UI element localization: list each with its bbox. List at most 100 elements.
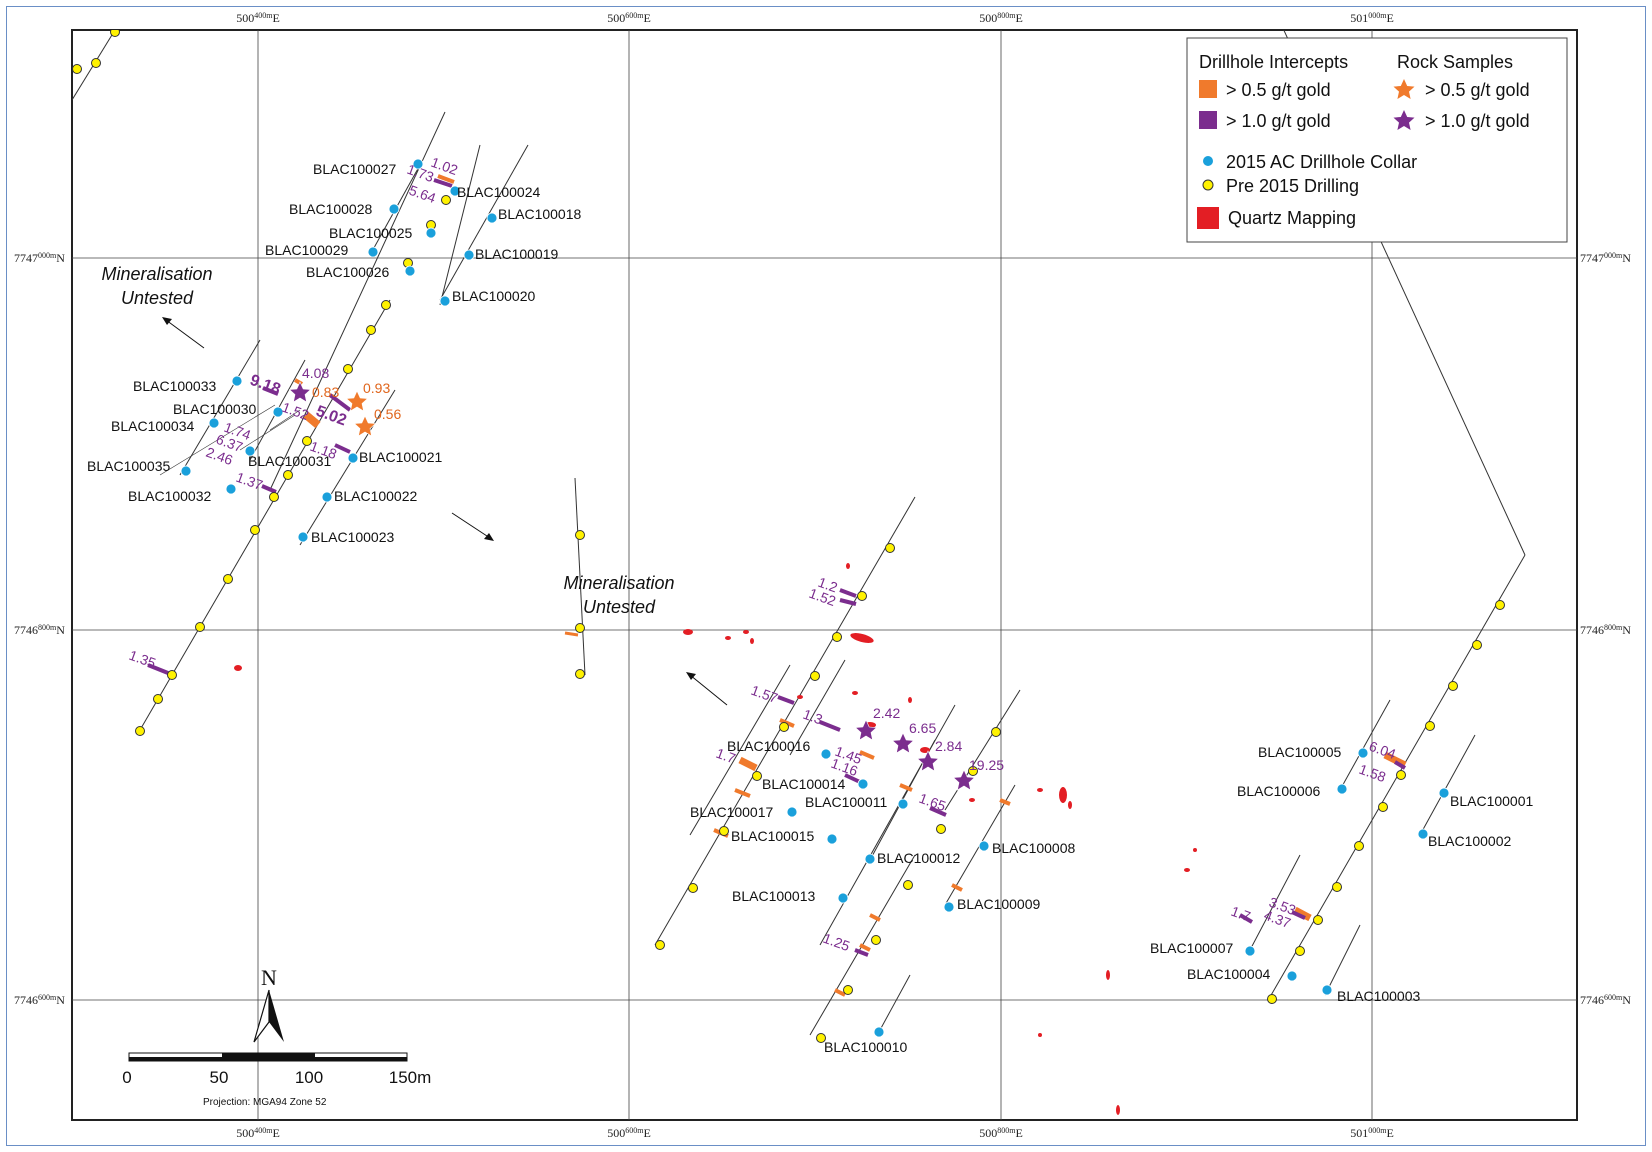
rock-star-orange xyxy=(345,390,369,412)
hole-label[interactable]: BLAC100016 xyxy=(727,738,811,754)
hole-label[interactable]: BLAC100008 xyxy=(992,840,1076,856)
legend-rock-05: > 0.5 g/t gold xyxy=(1425,80,1530,100)
intercept-grade-label: 1.3 xyxy=(801,706,825,728)
scale-tick-label: 50 xyxy=(210,1068,229,1087)
svg-text:Mineralisation: Mineralisation xyxy=(101,264,212,284)
projection-label: Projection: MGA94 Zone 52 xyxy=(203,1097,327,1108)
rock-star-purple xyxy=(952,769,976,791)
easting-label-bottom: 501000mE xyxy=(1350,1126,1394,1140)
hole-label[interactable]: BLAC100013 xyxy=(732,888,816,904)
hole-label[interactable]: BLAC100011 xyxy=(805,794,887,810)
rock-star-purple xyxy=(288,381,312,403)
intercept-grade-label: 4.08 xyxy=(302,365,329,381)
intercept-grade-label: 1.7 xyxy=(714,745,738,767)
easting-label-top: 500800mE xyxy=(979,11,1023,25)
rock-sample-stars xyxy=(288,381,976,791)
hole-label[interactable]: BLAC100029 xyxy=(265,242,349,258)
legend: Drillhole Intercepts Rock Samples > 0.5 … xyxy=(1186,37,1568,243)
easting-label-bottom: 500600mE xyxy=(607,1126,651,1140)
rock-star-orange xyxy=(353,415,377,437)
legend-rock-title: Rock Samples xyxy=(1397,52,1513,72)
rock-grade-label: 2.84 xyxy=(935,738,962,754)
easting-label-top: 500600mE xyxy=(607,11,651,25)
rock-grade-label: 19.25 xyxy=(969,757,1004,773)
drillhole-labels: BLAC100027 BLAC100024 BLAC100028 BLAC100… xyxy=(87,161,1534,1055)
rock-grade-label: 0.93 xyxy=(363,380,390,396)
hole-label[interactable]: BLAC100021 xyxy=(359,449,443,465)
hole-label[interactable]: BLAC100024 xyxy=(457,184,541,200)
scale-tick-label: 150m xyxy=(389,1068,432,1087)
quartz-mapping xyxy=(234,563,1197,1115)
hole-label[interactable]: BLAC100003 xyxy=(1337,988,1421,1004)
legend-intercept-10: > 1.0 g/t gold xyxy=(1226,111,1331,131)
intercept-grade-label: 1.7 xyxy=(1229,903,1253,925)
easting-label-top: 500400mE xyxy=(236,11,280,25)
intercept-grade-label: 1.2 xyxy=(816,574,840,596)
hole-label[interactable]: BLAC100004 xyxy=(1187,966,1271,982)
north-arrow: N xyxy=(253,965,284,1043)
northing-label-right: 7746800mN xyxy=(1580,623,1631,637)
hole-label[interactable]: BLAC100034 xyxy=(111,418,195,434)
pre2015-collars xyxy=(72,30,1505,1043)
mineralisation-note-west: Mineralisation Untested xyxy=(101,264,213,349)
legend-collar-2015: 2015 AC Drillhole Collar xyxy=(1226,152,1417,172)
hole-label[interactable]: BLAC100019 xyxy=(475,246,559,262)
easting-label-bottom: 500800mE xyxy=(979,1126,1023,1140)
legend-orange-star-icon xyxy=(1393,79,1415,99)
hole-label[interactable]: BLAC100017 xyxy=(690,804,774,820)
rock-grade-label: 0.56 xyxy=(374,406,401,422)
rock-star-purple xyxy=(854,719,878,741)
northing-label-left: 7747000mN xyxy=(14,251,65,265)
hole-label[interactable]: BLAC100015 xyxy=(731,828,815,844)
hole-label[interactable]: BLAC100001 xyxy=(1450,793,1534,809)
grid-labels: 500400mE 500600mE 500800mE 501000mE 50 0 4… xyxy=(14,11,1631,1140)
legend-yellow-collar-icon xyxy=(1202,179,1214,191)
ac2015-collars xyxy=(180,158,1450,1038)
hole-label[interactable]: BLAC100012 xyxy=(877,850,961,866)
scale-bar: 0 50 100 150m Projection: MGA94 Zone 52 xyxy=(122,1052,432,1108)
scale-tick-label: 0 xyxy=(122,1068,131,1087)
northing-label-right: 7746600mN xyxy=(1580,993,1631,1007)
hole-label[interactable]: BLAC100014 xyxy=(762,776,846,792)
hole-label[interactable]: BLAC100010 xyxy=(824,1039,908,1055)
legend-blue-collar-icon xyxy=(1203,156,1213,166)
hole-label[interactable]: BLAC100018 xyxy=(498,206,582,222)
legend-intercepts-title: Drillhole Intercepts xyxy=(1199,52,1348,72)
hole-label[interactable]: BLAC100006 xyxy=(1237,783,1321,799)
hole-label[interactable]: BLAC100027 xyxy=(313,161,397,177)
hole-label[interactable]: BLAC100030 xyxy=(173,401,257,417)
hole-label[interactable]: BLAC100002 xyxy=(1428,833,1512,849)
hole-label[interactable]: BLAC100020 xyxy=(452,288,536,304)
hole-label[interactable]: BLAC100032 xyxy=(128,488,212,504)
intercept-grade-label: 0.83 xyxy=(312,384,339,400)
map-frame xyxy=(6,6,1646,1146)
rock-grade-label: 6.65 xyxy=(909,720,936,736)
rock-grade-label: 2.42 xyxy=(873,705,900,721)
hole-label[interactable]: BLAC100007 xyxy=(1150,940,1234,956)
rock-star-purple xyxy=(891,732,915,754)
svg-text:Untested: Untested xyxy=(121,288,194,308)
hole-label[interactable]: BLAC100028 xyxy=(289,201,373,217)
hole-label[interactable]: BLAC100031 xyxy=(248,453,332,469)
northing-label-left: 7746600mN xyxy=(14,993,65,1007)
mineralisation-note-central: Mineralisation Untested xyxy=(451,512,728,706)
hole-label[interactable]: BLAC100026 xyxy=(306,264,390,280)
northing-label-left: 7746800mN xyxy=(14,623,65,637)
hole-label[interactable]: BLAC100025 xyxy=(329,225,413,241)
svg-text:Untested: Untested xyxy=(583,597,656,617)
legend-orange-square-icon xyxy=(1199,80,1217,98)
drill-traces xyxy=(72,30,1526,1036)
northing-label-right: 7747000mN xyxy=(1580,251,1631,265)
legend-purple-star-icon xyxy=(1393,110,1415,130)
hole-label[interactable]: BLAC100033 xyxy=(133,378,217,394)
north-arrow-icon: N xyxy=(261,965,277,990)
legend-quartz: Quartz Mapping xyxy=(1228,208,1356,228)
legend-purple-square-icon xyxy=(1199,111,1217,129)
hole-label[interactable]: BLAC100009 xyxy=(957,896,1041,912)
hole-label[interactable]: BLAC100023 xyxy=(311,529,395,545)
hole-label[interactable]: BLAC100005 xyxy=(1258,744,1342,760)
legend-intercept-05: > 0.5 g/t gold xyxy=(1226,80,1331,100)
hole-label[interactable]: BLAC100022 xyxy=(334,488,418,504)
hole-label[interactable]: BLAC100035 xyxy=(87,458,171,474)
